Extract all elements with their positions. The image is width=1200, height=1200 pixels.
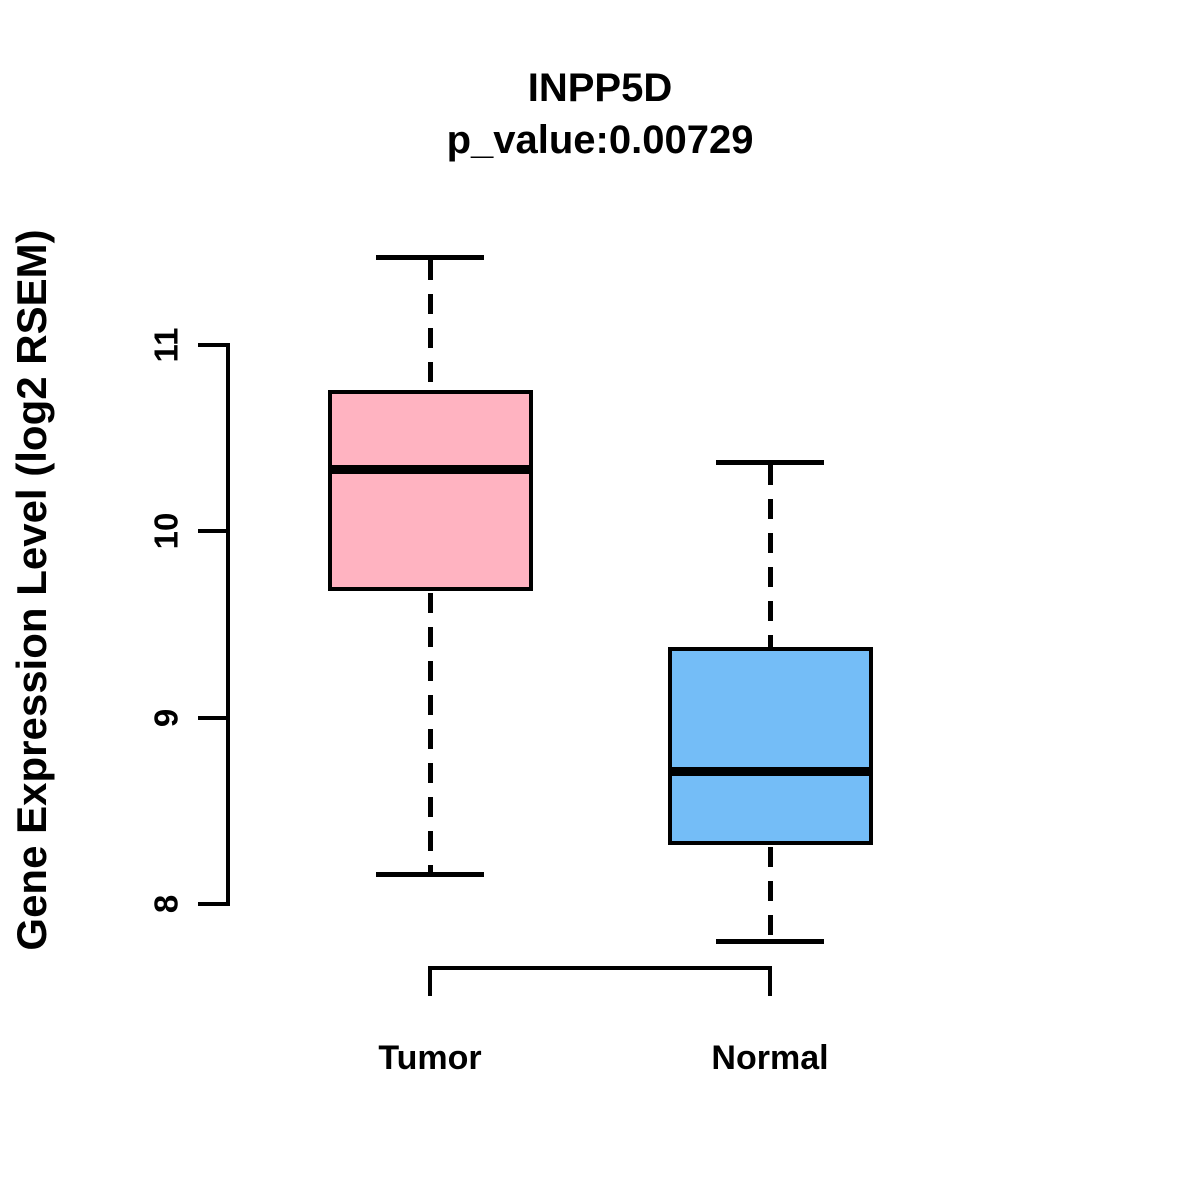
y-tick-label: 11 [147,327,185,363]
y-axis-tick [198,902,226,906]
y-axis-label: Gene Expression Level (log2 RSEM) [8,229,55,951]
y-axis-tick [198,343,226,347]
y-tick-label: 9 [147,708,185,727]
tumor-upper-whisker-line [427,259,433,390]
x-label-tumor: Tumor [378,1039,482,1077]
x-label-normal: Normal [711,1039,829,1077]
tumor-upper-whisker-cap [376,254,484,260]
tumor-lower-whisker-cap [376,871,484,877]
normal-upper-whisker-line [767,464,773,647]
normal-lower-whisker-line [767,846,773,939]
chart-subtitle-pvalue: p_value:0.00729 [446,118,754,162]
y-tick-label: 10 [147,512,185,550]
normal-upper-whisker-cap [716,459,824,465]
x-axis-tick-normal [768,966,772,996]
normal-median-line [667,767,873,777]
y-axis-line [226,343,230,906]
y-tick-label: 8 [147,894,185,914]
normal-lower-whisker-cap [716,938,824,944]
tumor-lower-whisker-line [427,593,433,872]
y-axis-tick [198,715,226,720]
normal-box [667,646,873,845]
chart-title: INPP5D [527,66,673,110]
x-axis-line [430,966,770,970]
tumor-box [327,389,533,592]
y-axis-tick [198,529,226,534]
x-axis-tick-tumor [428,966,432,996]
tumor-median-line [327,465,533,475]
